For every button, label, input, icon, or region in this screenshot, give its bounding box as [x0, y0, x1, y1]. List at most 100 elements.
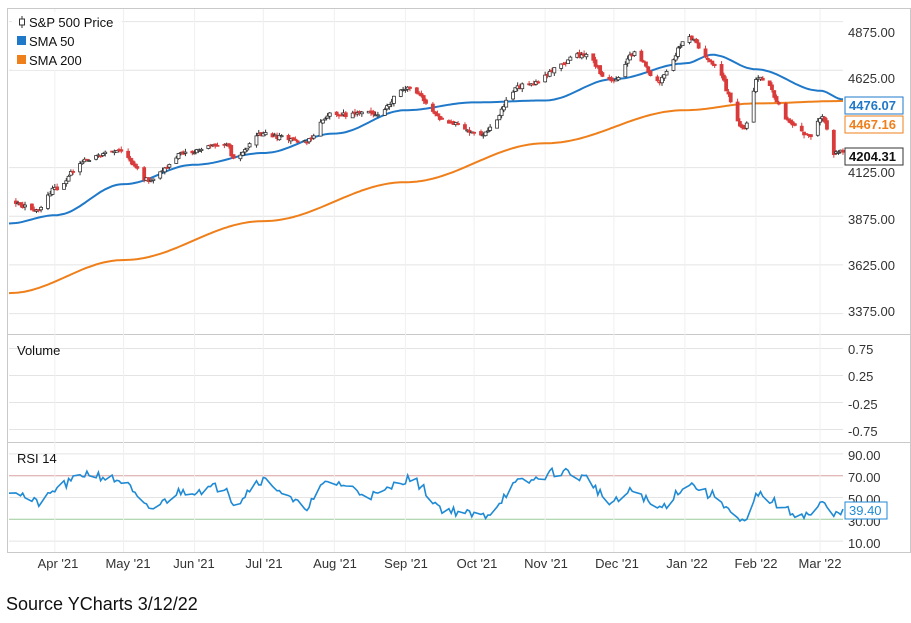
down-candle [774, 94, 779, 103]
down-candle [371, 109, 376, 118]
candle-body [87, 160, 92, 162]
candle-body [254, 135, 259, 146]
price-candles [13, 34, 845, 214]
candle-body [50, 187, 55, 195]
volume-panel-title: Volume [17, 343, 60, 358]
y-tick-label: 3625.00 [848, 258, 895, 273]
candle-body [735, 101, 740, 122]
y-tick-label: 4625.00 [848, 71, 895, 86]
candle-body [673, 55, 678, 61]
candle-body [463, 124, 467, 130]
candlestick-icon [19, 16, 25, 28]
candle-body [80, 161, 85, 165]
up-candle [39, 205, 43, 213]
candle-body [398, 89, 403, 97]
up-candle [158, 171, 163, 180]
down-candle [822, 116, 827, 124]
up-candle [46, 191, 50, 211]
up-candle [174, 155, 179, 164]
up-candle [623, 61, 628, 78]
down-candle [639, 49, 644, 62]
up-candle [584, 52, 589, 60]
candle-body [696, 42, 701, 49]
candle-body [133, 163, 137, 167]
candle-body [836, 151, 841, 154]
down-candle [456, 120, 460, 126]
candle-body [403, 88, 408, 91]
down-candle [737, 118, 742, 128]
candle-body [375, 114, 380, 117]
candle-body [712, 63, 717, 67]
candle-body [146, 177, 151, 183]
x-tick-label: Sep '21 [384, 556, 428, 571]
candle-body [472, 131, 477, 134]
y-tick-label: -0.25 [848, 397, 878, 412]
chart-legend: S&P 500 Price SMA 50 SMA 200 [12, 12, 122, 70]
candle-body [176, 153, 181, 160]
legend-sma200-label: SMA 200 [29, 53, 82, 68]
up-candle [288, 137, 293, 145]
down-candle [705, 55, 710, 63]
candle-body [822, 116, 827, 123]
y-tick-label: 3875.00 [848, 212, 895, 227]
candle-body [655, 76, 660, 82]
candle-body [247, 143, 252, 148]
down-candle [472, 131, 477, 136]
up-candle [499, 106, 504, 119]
candle-body [277, 134, 282, 141]
down-candle [119, 146, 124, 154]
down-candle [463, 122, 467, 130]
candle-body [343, 112, 348, 118]
down-candle [648, 69, 653, 77]
up-candle [547, 69, 552, 78]
down-candle [735, 98, 740, 122]
sma200-last-badge [844, 115, 904, 134]
candle-body [678, 45, 683, 48]
candle-body [135, 166, 140, 169]
x-tick-label: Dec '21 [595, 556, 639, 571]
candle-body [760, 77, 765, 81]
down-candle [419, 90, 424, 98]
candle-body [165, 166, 169, 169]
candle-body [646, 66, 651, 73]
up-candle [836, 150, 841, 155]
up-candle [568, 55, 573, 61]
down-candle [467, 127, 472, 136]
candle-body [13, 200, 18, 204]
x-tick-label: Aug '21 [313, 556, 357, 571]
up-candle [199, 147, 204, 153]
volume-y-axis: 0.75 0.25 -0.25 -0.75 [848, 342, 878, 439]
candle-body [440, 117, 444, 120]
candle-body [694, 39, 699, 44]
down-candle [740, 123, 745, 130]
candle-body [167, 164, 172, 168]
up-candle [744, 121, 749, 131]
candle-body [568, 56, 573, 61]
up-candle [504, 97, 509, 108]
candle-body [103, 151, 108, 154]
sma200-line [8, 100, 843, 295]
candle-body [114, 150, 119, 153]
price-panel [7, 8, 911, 335]
candle-body [804, 133, 809, 135]
down-candle [770, 82, 774, 93]
up-candle [87, 159, 92, 162]
candle-body [772, 90, 777, 98]
candle-body [724, 78, 729, 92]
up-candle [302, 139, 307, 143]
x-tick-label: Jun '21 [173, 556, 215, 571]
up-candle [392, 95, 396, 107]
candle-body [293, 138, 298, 141]
down-candle [561, 62, 566, 66]
x-tick-label: Jan '22 [666, 556, 708, 571]
candle-body [408, 86, 412, 89]
candle-body [628, 54, 632, 61]
up-candle [495, 119, 499, 129]
legend-sma50-label: SMA 50 [29, 34, 75, 49]
candle-body [206, 145, 211, 149]
down-candle [421, 94, 426, 104]
up-candle [488, 124, 493, 132]
candle-body [770, 84, 774, 91]
up-candle [240, 151, 245, 156]
rsi-panel-title: RSI 14 [17, 451, 57, 466]
